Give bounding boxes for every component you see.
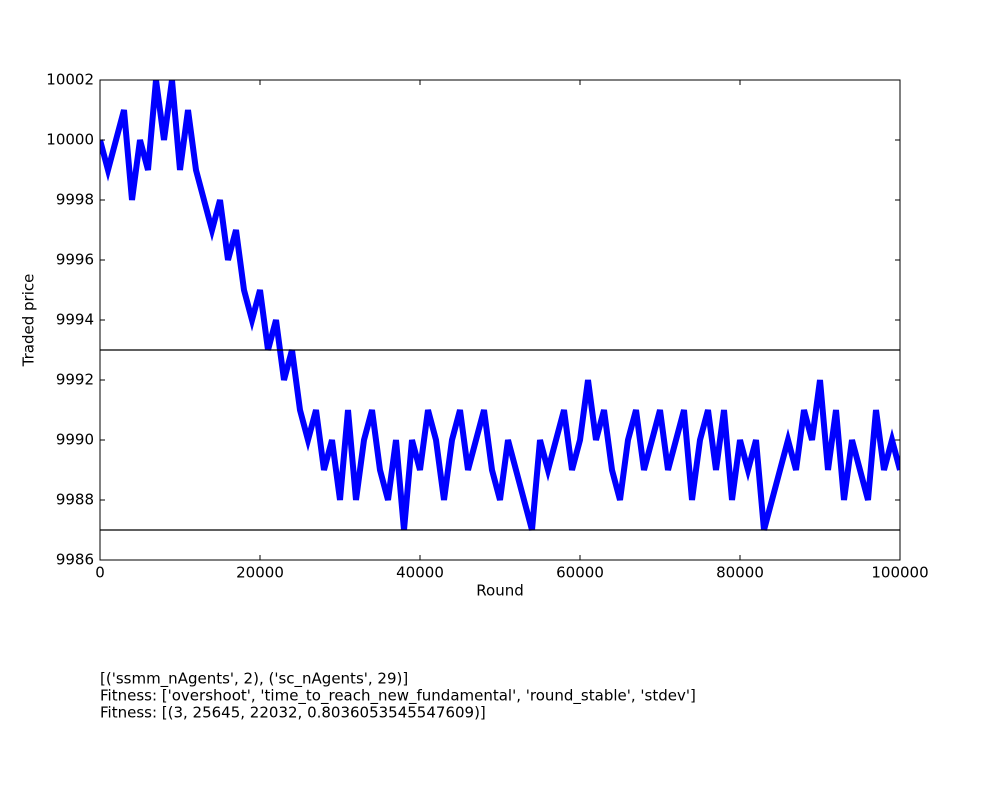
x-tick-label: 0 — [95, 564, 105, 582]
y-axis-label: Traded price — [20, 274, 38, 368]
y-tick-label: 9990 — [56, 431, 94, 449]
note: [('ssmm_nAgents', 2), ('sc_nAgents', 29)… — [100, 670, 408, 689]
y-tick-label: 10000 — [46, 131, 94, 149]
note: Fitness: ['overshoot', 'time_to_reach_ne… — [100, 687, 696, 706]
x-tick-label: 60000 — [556, 564, 604, 582]
x-tick-label: 40000 — [396, 564, 444, 582]
x-tick-label: 100000 — [871, 564, 928, 582]
x-tick-label: 80000 — [716, 564, 764, 582]
y-tick-label: 9996 — [56, 251, 94, 269]
y-tick-label: 9986 — [56, 551, 94, 569]
y-tick-label: 9994 — [56, 311, 94, 329]
price-line — [100, 79, 900, 531]
y-tick-label: 9988 — [56, 491, 94, 509]
y-tick-label: 9992 — [56, 371, 94, 389]
note: Fitness: [(3, 25645, 22032, 0.8036053545… — [100, 704, 486, 722]
x-tick-label: 20000 — [236, 564, 284, 582]
y-tick-label: 9998 — [56, 191, 94, 209]
y-tick-label: 10002 — [46, 71, 94, 89]
x-axis-label: Round — [476, 582, 523, 600]
